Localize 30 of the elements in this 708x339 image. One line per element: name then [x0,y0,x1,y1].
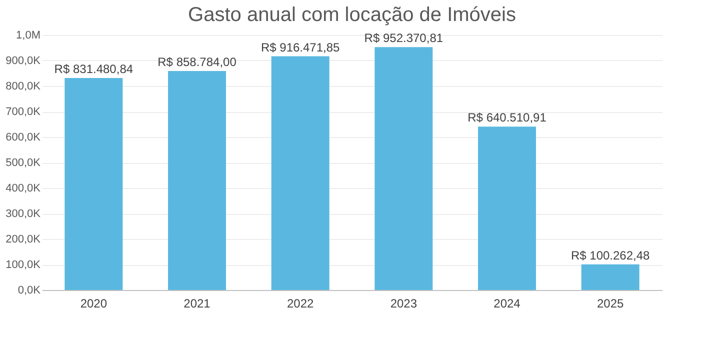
data-label: R$ 640.510,91 [468,110,547,125]
x-tick-label: 2020 [80,296,108,310]
data-label: R$ 916.471,85 [260,40,340,54]
y-tick-label: 0,0K [18,284,42,296]
data-label: R$ 858.784,00 [158,55,237,70]
y-tick-label: 400,0K [6,182,42,194]
bar [478,126,536,290]
bar [168,71,226,290]
bar [581,264,640,290]
y-tick-label: 700,0K [6,106,42,118]
bar [374,47,433,290]
y-tick-label: 800,0K [6,80,42,92]
y-tick-label: 100,0K [6,259,42,271]
bar [271,56,330,290]
y-tick-label: 300,0K [6,208,42,220]
data-label: R$ 100.262,48 [570,248,650,262]
y-tick-label: 500,0K [6,157,42,169]
x-tick-label: 2023 [390,296,418,310]
x-tick-label: 2022 [286,296,314,310]
y-tick-label: 900,0K [6,55,42,67]
bar [64,78,123,290]
y-tick-label: 1,0M [16,30,40,42]
data-label: R$ 952.370,81 [364,31,444,46]
y-tick-label: 600,0K [6,132,42,144]
y-tick-label: 200,0K [6,234,42,246]
x-tick-label: 2025 [596,296,624,310]
data-label: R$ 831.480,84 [54,62,134,76]
chart-title: Gasto anual com locação de Imóveis [188,4,516,26]
x-tick-label: 2024 [494,296,521,310]
x-tick-label: 2021 [184,296,211,310]
